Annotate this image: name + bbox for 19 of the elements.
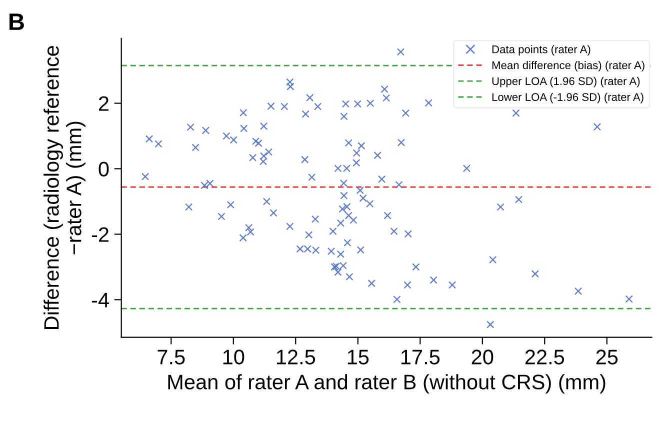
x-tick-label: 22.5 (525, 350, 564, 364)
chart-title: B (10, 14, 24, 30)
x-tick-label: 10 (223, 350, 244, 364)
x-tick-label: 25 (596, 350, 618, 364)
x-tick-label: 17.5 (401, 350, 440, 364)
y-tick-label: 2 (98, 96, 108, 111)
legend-label: Mean difference (bias) (rater A) (492, 61, 644, 72)
x-tick-label: 20 (472, 350, 494, 364)
legend-label: Lower LOA (-1.96 SD) (rater A) (492, 92, 644, 104)
y-tick-label: 0 (98, 162, 109, 176)
y-tick-label: -2 (92, 227, 108, 242)
legend-label: Upper LOA (1.96 SD) (rater A) (492, 76, 640, 88)
x-tick-label: 7.5 (158, 350, 185, 364)
x-tick-label: 12.5 (276, 350, 316, 364)
x-axis-title: Mean of rater A and rater B (without CRS) (mm) (168, 374, 606, 394)
y-axis-title: Difference (radiology reference −rater A) (mm) (44, 46, 86, 329)
legend-label: Data points (rater A) (492, 45, 590, 56)
y-tick-label: -4 (92, 292, 109, 308)
x-tick-label: 15 (348, 350, 369, 364)
